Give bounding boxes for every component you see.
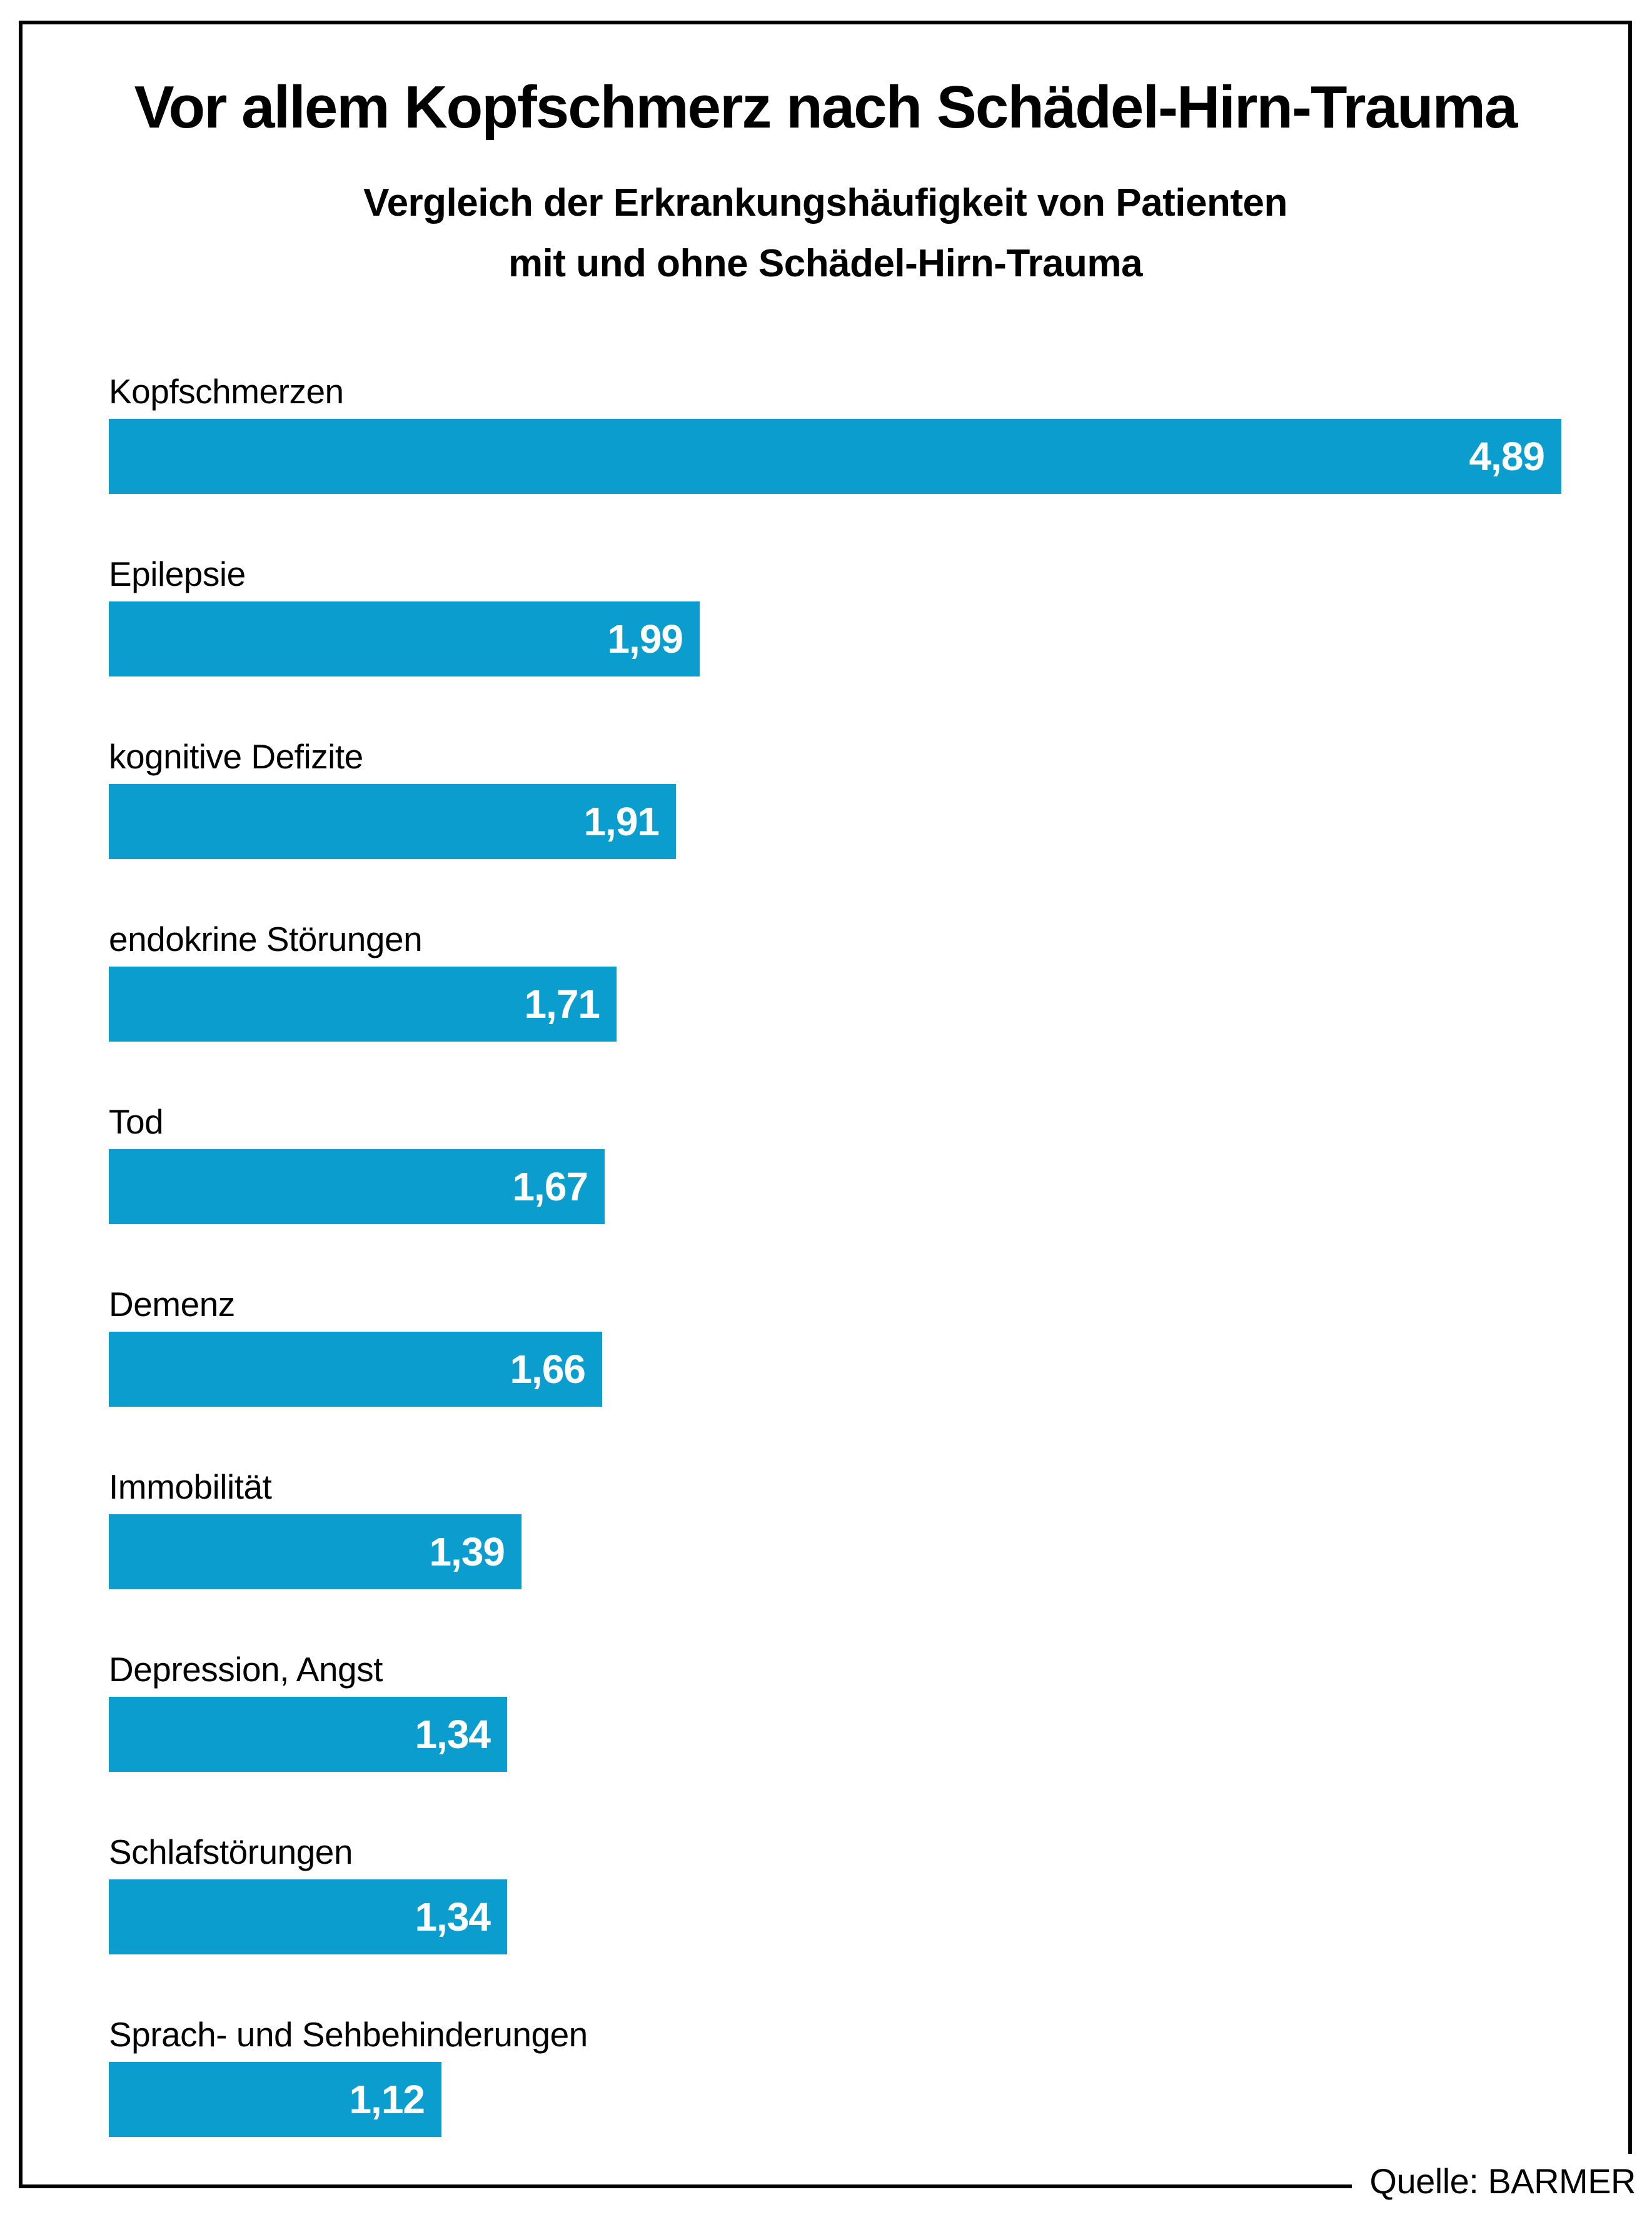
chart-row: kognitive Defizite 1,91 [109,736,1603,859]
subtitle-line-1: Vergleich der Erkrankungshäufigkeit von … [363,181,1287,224]
value-label: 1,66 [510,1347,586,1392]
bar: 1,12 [109,2062,441,2137]
bar: 1,34 [109,1697,507,1772]
chart-row: Depression, Angst 1,34 [109,1649,1603,1772]
chart-row: Schlafstörungen 1,34 [109,1831,1603,1954]
value-label: 1,91 [583,799,660,844]
chart-title: Vor allem Kopfschmerz nach Schädel-Hirn-… [134,74,1518,141]
chart-row: Immobilität 1,39 [109,1466,1603,1589]
source-credit: Quelle: BARMER [1352,2154,1637,2208]
value-label: 1,67 [512,1164,588,1209]
value-label: 1,12 [349,2077,425,2122]
category-label: Demenz [109,1285,235,1324]
chart-subtitle: Vergleich der Erkrankungshäufigkeit von … [23,173,1628,294]
value-label: 4,89 [1469,434,1545,479]
value-label: 1,99 [607,616,683,661]
bar: 1,66 [109,1332,602,1407]
bar: 4,89 [109,419,1561,494]
category-label: Immobilität [109,1467,272,1506]
bar: 1,91 [109,784,676,859]
chart-row: Tod 1,67 [109,1101,1603,1224]
bar: 1,67 [109,1149,605,1224]
category-label: Depression, Angst [109,1650,383,1689]
chart-frame: Vor allem Kopfschmerz nach Schädel-Hirn-… [19,21,1632,2188]
value-label: 1,34 [415,1712,491,1757]
category-label: Tod [109,1102,164,1141]
value-label: 1,34 [415,1894,491,1939]
chart-row: Sprach- und Sehbehinderungen 1,12 [109,2014,1603,2137]
category-label: Sprach- und Sehbehinderungen [109,2015,588,2054]
bar: 1,39 [109,1514,521,1589]
category-label: Kopfschmerzen [109,372,344,411]
category-label: endokrine Störungen [109,920,423,958]
value-label: 1,71 [524,982,600,1027]
subtitle-line-2: mit und ohne Schädel-Hirn-Trauma [508,242,1143,285]
chart-row: endokrine Störungen 1,71 [109,918,1603,1042]
category-label: kognitive Defizite [109,737,363,776]
bar-chart: Kopfschmerzen 4,89 Epilepsie 1,99 kognit… [109,371,1603,2196]
bar: 1,34 [109,1879,507,1954]
chart-row: Kopfschmerzen 4,89 [109,371,1603,494]
bar: 1,99 [109,601,700,676]
bar: 1,71 [109,967,617,1042]
value-label: 1,39 [429,1529,505,1574]
category-label: Epilepsie [109,555,246,593]
category-label: Schlafstörungen [109,1832,353,1871]
chart-row: Epilepsie 1,99 [109,553,1603,676]
chart-row: Demenz 1,66 [109,1284,1603,1407]
